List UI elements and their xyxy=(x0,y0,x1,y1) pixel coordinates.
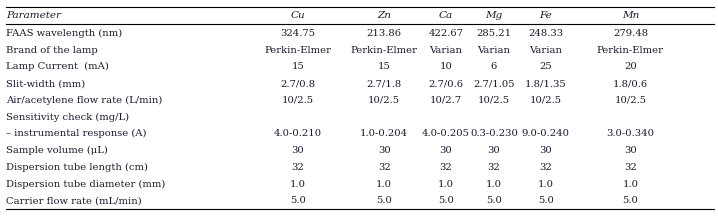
Text: Brand of the lamp: Brand of the lamp xyxy=(6,46,98,55)
Text: Lamp Current  (mA): Lamp Current (mA) xyxy=(6,62,108,71)
Text: 30: 30 xyxy=(624,146,637,155)
Text: Slit-width (mm): Slit-width (mm) xyxy=(6,79,85,88)
Text: 10/2.7: 10/2.7 xyxy=(430,96,462,105)
Text: 285.21: 285.21 xyxy=(477,29,511,38)
Text: 213.86: 213.86 xyxy=(367,29,401,38)
Text: 1.0: 1.0 xyxy=(438,180,454,189)
Text: 4.0-0.210: 4.0-0.210 xyxy=(274,129,322,138)
Text: 4.0-0.205: 4.0-0.205 xyxy=(422,129,470,138)
Text: Carrier flow rate (mL/min): Carrier flow rate (mL/min) xyxy=(6,196,141,205)
Text: 2.7/1.05: 2.7/1.05 xyxy=(473,79,515,88)
Text: 32: 32 xyxy=(292,163,304,172)
Text: FAAS wavelength (nm): FAAS wavelength (nm) xyxy=(6,29,122,38)
Text: 2.7/1.8: 2.7/1.8 xyxy=(366,79,402,88)
Text: 279.48: 279.48 xyxy=(613,29,648,38)
Text: Zn: Zn xyxy=(377,11,391,20)
Text: 10: 10 xyxy=(439,62,452,71)
Text: 2.7/0.8: 2.7/0.8 xyxy=(281,79,315,88)
Text: 1.0: 1.0 xyxy=(486,180,502,189)
Text: Perkin-Elmer: Perkin-Elmer xyxy=(264,46,332,55)
Text: Cu: Cu xyxy=(291,11,305,20)
Text: Sensitivity check (mg/L): Sensitivity check (mg/L) xyxy=(6,113,129,122)
Text: 5.0: 5.0 xyxy=(623,196,638,205)
Text: 15: 15 xyxy=(378,62,391,71)
Text: Mn: Mn xyxy=(622,11,639,20)
Text: Perkin-Elmer: Perkin-Elmer xyxy=(350,46,418,55)
Text: Ca: Ca xyxy=(439,11,453,20)
Text: Fe: Fe xyxy=(539,11,552,20)
Text: 10/2.5: 10/2.5 xyxy=(615,96,646,105)
Text: 2.7/0.6: 2.7/0.6 xyxy=(429,79,463,88)
Text: Air/acetylene flow rate (L/min): Air/acetylene flow rate (L/min) xyxy=(6,96,162,105)
Text: 5.0: 5.0 xyxy=(290,196,306,205)
Text: 5.0: 5.0 xyxy=(376,196,392,205)
Text: Varian: Varian xyxy=(477,46,510,55)
Text: Perkin-Elmer: Perkin-Elmer xyxy=(597,46,664,55)
Text: 1.0: 1.0 xyxy=(290,180,306,189)
Text: 1.8/1.35: 1.8/1.35 xyxy=(525,79,567,88)
Text: 32: 32 xyxy=(378,163,391,172)
Text: 30: 30 xyxy=(292,146,304,155)
Text: 9.0-0.240: 9.0-0.240 xyxy=(522,129,569,138)
Text: 20: 20 xyxy=(624,62,637,71)
Text: 5.0: 5.0 xyxy=(486,196,502,205)
Text: 25: 25 xyxy=(539,62,552,71)
Text: 1.8/0.6: 1.8/0.6 xyxy=(613,79,648,88)
Text: 3.0-0.340: 3.0-0.340 xyxy=(607,129,654,138)
Text: 30: 30 xyxy=(439,146,452,155)
Text: 10/2.5: 10/2.5 xyxy=(478,96,510,105)
Text: 5.0: 5.0 xyxy=(538,196,554,205)
Text: 0.3-0.230: 0.3-0.230 xyxy=(470,129,518,138)
Text: 1.0: 1.0 xyxy=(623,180,638,189)
Text: 30: 30 xyxy=(539,146,552,155)
Text: 10/2.5: 10/2.5 xyxy=(530,96,561,105)
Text: 30: 30 xyxy=(488,146,500,155)
Text: 1.0: 1.0 xyxy=(538,180,554,189)
Text: 32: 32 xyxy=(488,163,500,172)
Text: 5.0: 5.0 xyxy=(438,196,454,205)
Text: 32: 32 xyxy=(439,163,452,172)
Text: 10/2.5: 10/2.5 xyxy=(282,96,314,105)
Text: Mg: Mg xyxy=(485,11,503,20)
Text: 6: 6 xyxy=(491,62,497,71)
Text: Varian: Varian xyxy=(429,46,462,55)
Text: 324.75: 324.75 xyxy=(281,29,315,38)
Text: 10/2.5: 10/2.5 xyxy=(368,96,400,105)
Text: Sample volume (μL): Sample volume (μL) xyxy=(6,146,108,155)
Text: 30: 30 xyxy=(378,146,391,155)
Text: 422.67: 422.67 xyxy=(429,29,463,38)
Text: Dispersion tube length (cm): Dispersion tube length (cm) xyxy=(6,163,148,172)
Text: 1.0: 1.0 xyxy=(376,180,392,189)
Text: 32: 32 xyxy=(624,163,637,172)
Text: – instrumental response (A): – instrumental response (A) xyxy=(6,129,146,138)
Text: Varian: Varian xyxy=(529,46,562,55)
Text: Dispersion tube diameter (mm): Dispersion tube diameter (mm) xyxy=(6,180,165,189)
Text: 248.33: 248.33 xyxy=(528,29,563,38)
Text: 15: 15 xyxy=(292,62,304,71)
Text: 1.0-0.204: 1.0-0.204 xyxy=(360,129,409,138)
Text: 32: 32 xyxy=(539,163,552,172)
Text: Parameter: Parameter xyxy=(6,11,61,20)
